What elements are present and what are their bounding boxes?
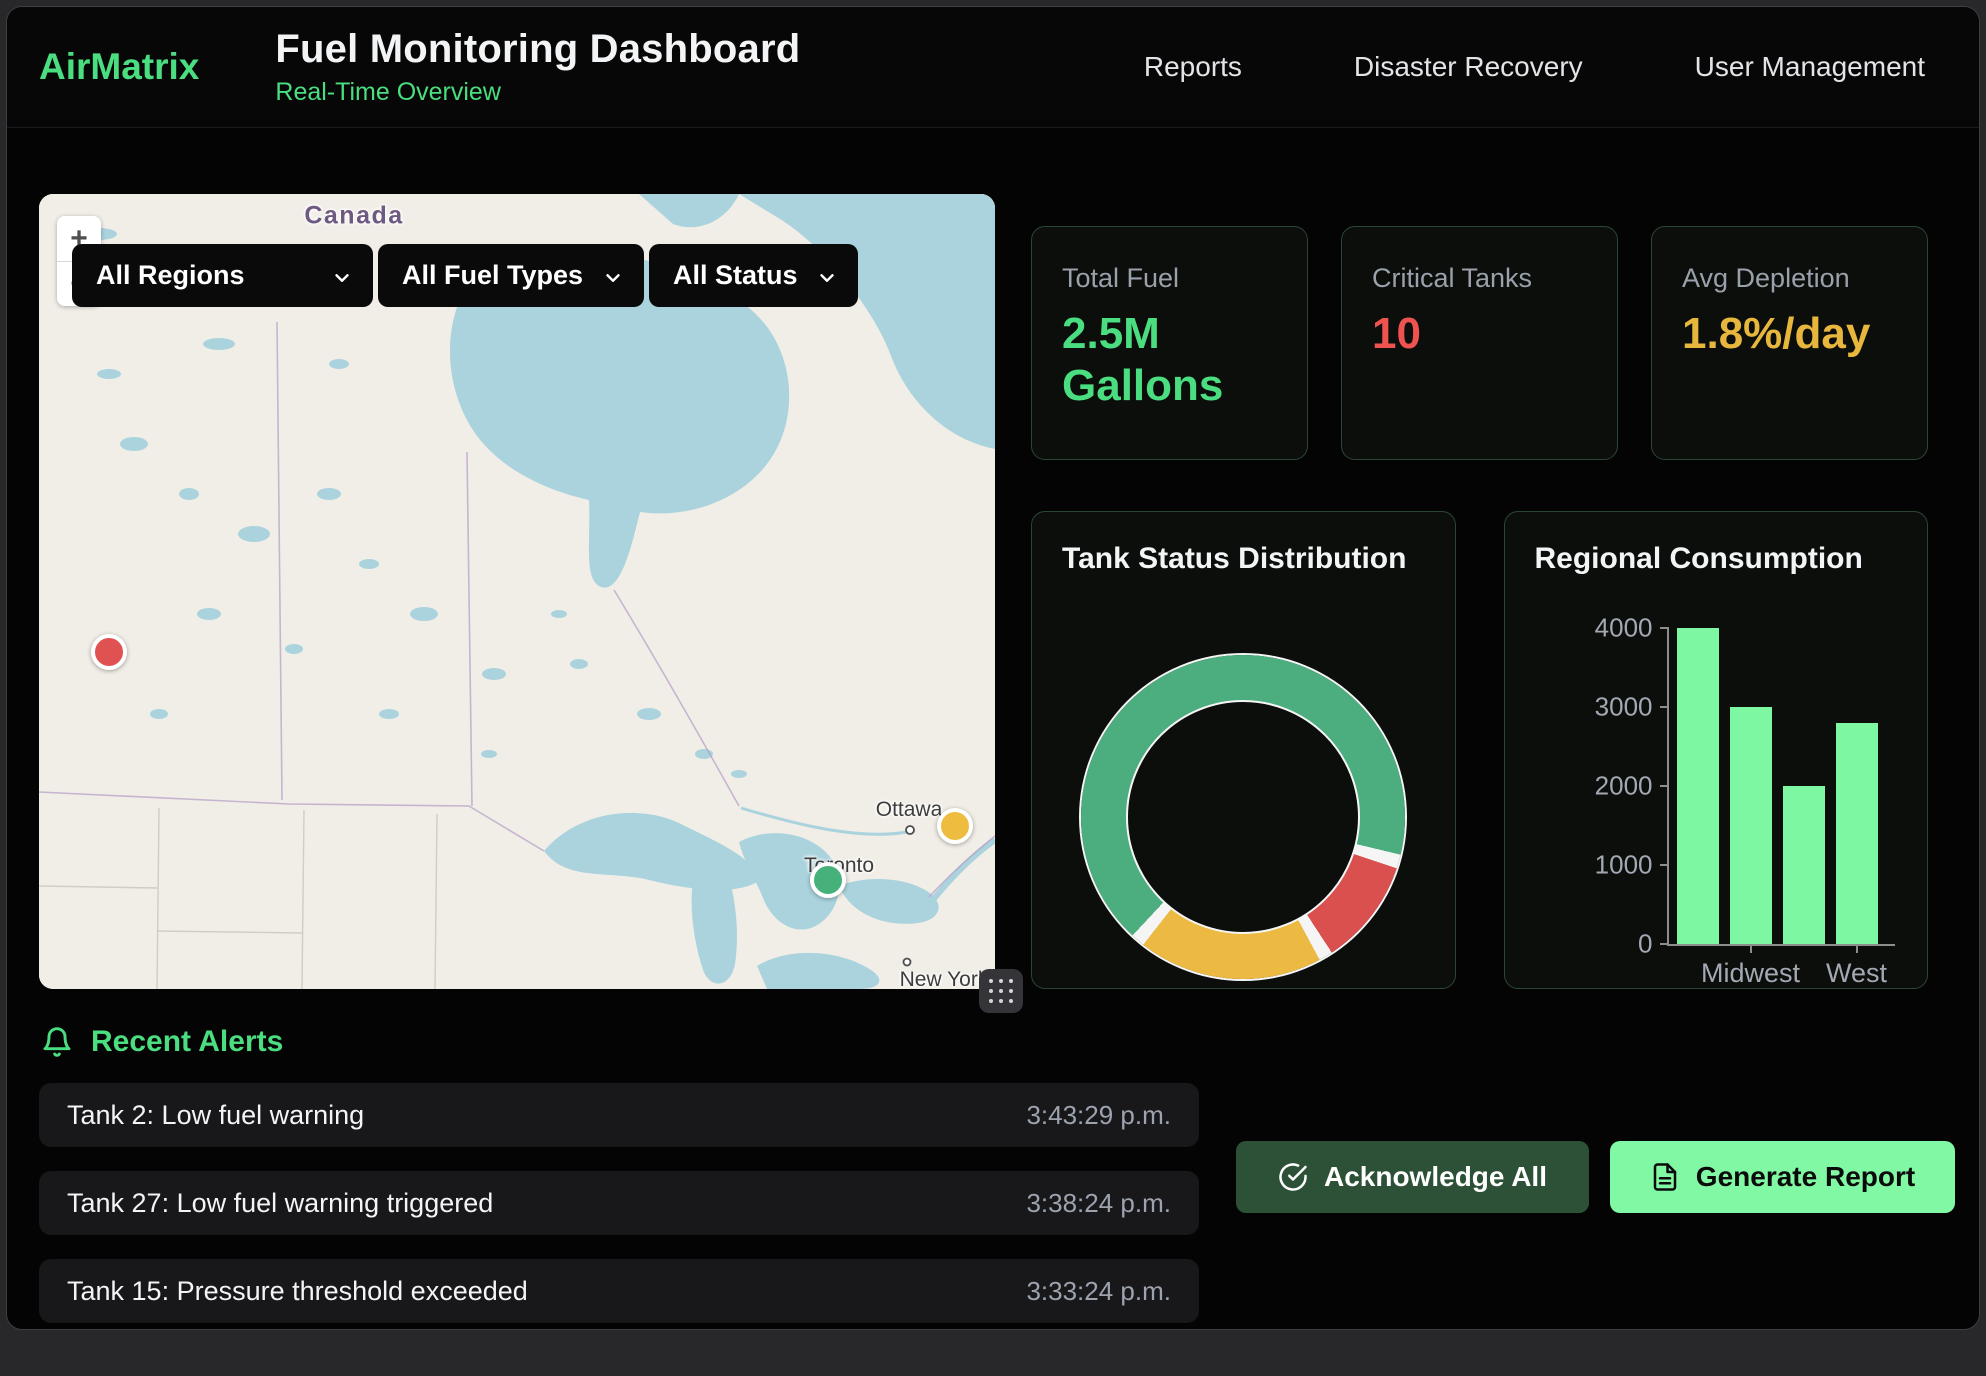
fuel-types-dropdown-value: All Fuel Types: [402, 260, 583, 291]
x-tick-label: West: [1826, 958, 1887, 989]
title-block: Fuel Monitoring Dashboard Real-Time Over…: [275, 27, 800, 107]
stat-card-avg-depletion: Avg Depletion 1.8%/day: [1651, 226, 1928, 460]
resize-handle-icon[interactable]: [979, 969, 1023, 1013]
stat-label: Avg Depletion: [1682, 263, 1897, 294]
alert-text: Tank 27: Low fuel warning triggered: [67, 1188, 493, 1219]
tank-marker-critical[interactable]: [91, 634, 127, 670]
chevron-down-icon: [331, 265, 353, 287]
y-tick-label: 2000: [1595, 771, 1653, 802]
tank-marker-warning[interactable]: [937, 808, 973, 844]
chart-title: Tank Status Distribution: [1062, 542, 1425, 576]
x-tick-label: Midwest: [1701, 958, 1800, 989]
stat-label: Critical Tanks: [1372, 263, 1587, 294]
regional-bars: [1669, 628, 1895, 944]
acknowledge-all-label: Acknowledge All: [1324, 1161, 1547, 1193]
bell-icon: [41, 1026, 73, 1058]
alert-time: 3:43:29 p.m.: [1026, 1100, 1171, 1131]
stat-label: Total Fuel: [1062, 263, 1277, 294]
y-tick-label: 0: [1638, 929, 1652, 960]
nav-item-user-management[interactable]: User Management: [1695, 51, 1925, 83]
bar-1: [1730, 707, 1772, 944]
y-tick-label: 3000: [1595, 692, 1653, 723]
map-filter-bar: All Regions All Fuel Types All Status: [72, 244, 858, 307]
alert-text: Tank 15: Pressure threshold exceeded: [67, 1276, 528, 1307]
acknowledge-all-button[interactable]: Acknowledge All: [1236, 1141, 1589, 1213]
generate-report-label: Generate Report: [1696, 1161, 1915, 1193]
map-label-new-york: New York: [900, 968, 989, 989]
regional-bar-chart: 01000200030004000 MidwestWest: [1667, 628, 1895, 946]
y-tick-label: 4000: [1595, 613, 1653, 644]
status-dropdown[interactable]: All Status: [649, 244, 858, 307]
alert-row[interactable]: Tank 27: Low fuel warning triggered 3:38…: [39, 1171, 1199, 1235]
bar-2: [1783, 786, 1825, 944]
stat-value: 1.8%/day: [1682, 308, 1867, 360]
chevron-down-icon: [816, 265, 838, 287]
brand-logo: AirMatrix: [39, 46, 199, 88]
bar-3: [1836, 723, 1878, 944]
file-text-icon: [1650, 1162, 1680, 1192]
stat-card-total-fuel: Total Fuel 2.5M Gallons: [1031, 226, 1308, 460]
fuel-types-dropdown[interactable]: All Fuel Types: [378, 244, 644, 307]
alert-row[interactable]: Tank 2: Low fuel warning 3:43:29 p.m.: [39, 1083, 1199, 1147]
alert-time: 3:33:24 p.m.: [1026, 1276, 1171, 1307]
chart-title: Regional Consumption: [1535, 542, 1898, 576]
alert-text: Tank 2: Low fuel warning: [67, 1100, 364, 1131]
tank-status-donut: [1081, 655, 1405, 979]
stat-value: 2.5M Gallons: [1062, 308, 1247, 412]
tank-marker-normal[interactable]: [810, 862, 846, 898]
nav-item-disaster-recovery[interactable]: Disaster Recovery: [1354, 51, 1583, 83]
stats-row: Total Fuel 2.5M Gallons Critical Tanks 1…: [1031, 226, 1928, 460]
regions-dropdown[interactable]: All Regions: [72, 244, 373, 307]
status-dropdown-value: All Status: [673, 260, 798, 291]
generate-report-button[interactable]: Generate Report: [1610, 1141, 1955, 1213]
bar-0: [1677, 628, 1719, 944]
regional-x-labels: Midwest West: [1669, 944, 1895, 1004]
regional-consumption-card: Regional Consumption 01000200030004000 M…: [1504, 511, 1929, 989]
tank-status-card: Tank Status Distribution: [1031, 511, 1456, 989]
alert-time: 3:38:24 p.m.: [1026, 1188, 1171, 1219]
dashboard-app: AirMatrix Fuel Monitoring Dashboard Real…: [6, 6, 1980, 1330]
y-tick-label: 1000: [1595, 850, 1653, 881]
page-subtitle: Real-Time Overview: [275, 78, 800, 107]
regions-dropdown-value: All Regions: [96, 260, 245, 291]
check-circle-icon: [1278, 1162, 1308, 1192]
page-title: Fuel Monitoring Dashboard: [275, 27, 800, 72]
stat-value: 10: [1372, 308, 1557, 360]
map-label-ottawa: Ottawa: [876, 798, 943, 822]
map-label-canada: Canada: [304, 202, 403, 231]
chevron-down-icon: [602, 265, 624, 287]
nav-menu: Reports Disaster Recovery User Managemen…: [1144, 51, 1925, 83]
fuel-map[interactable]: Canada Ottawa Toronto New York + − All R…: [39, 194, 995, 989]
alerts-header: Recent Alerts: [41, 1025, 283, 1059]
stat-card-critical-tanks: Critical Tanks 10: [1341, 226, 1618, 460]
top-nav-bar: AirMatrix Fuel Monitoring Dashboard Real…: [7, 7, 1979, 128]
alerts-title: Recent Alerts: [91, 1025, 283, 1059]
nav-item-reports[interactable]: Reports: [1144, 51, 1242, 83]
charts-row: Tank Status Distribution Regional Consum…: [1031, 511, 1928, 989]
alert-row[interactable]: Tank 15: Pressure threshold exceeded 3:3…: [39, 1259, 1199, 1323]
